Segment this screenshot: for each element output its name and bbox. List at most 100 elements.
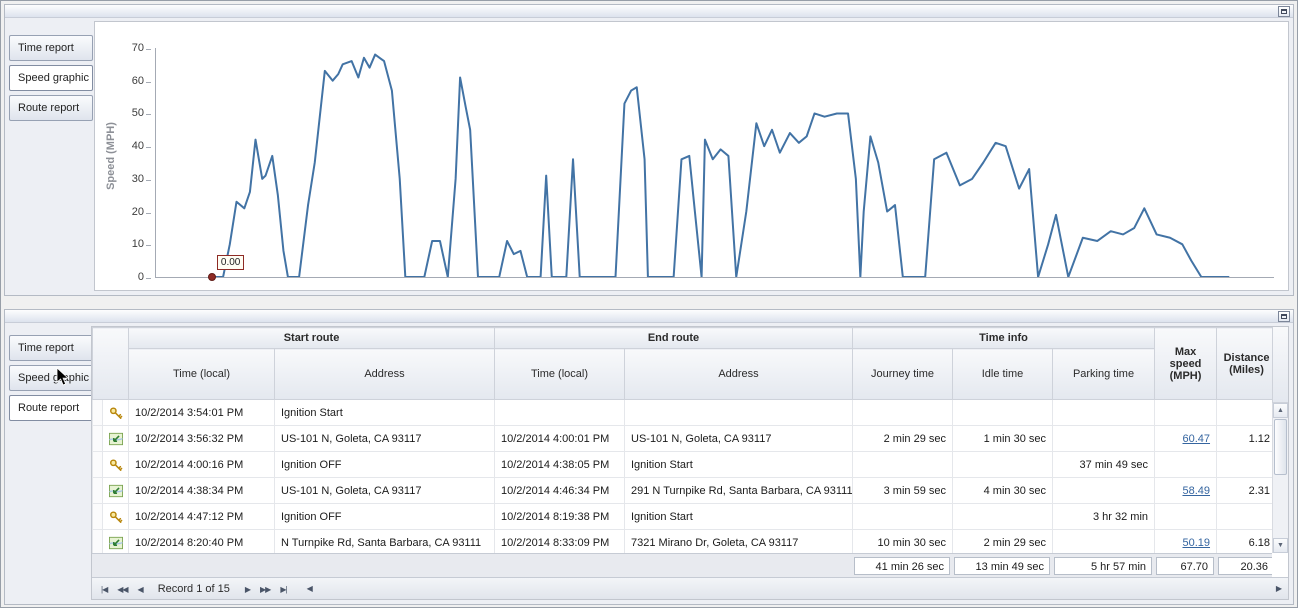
grid-row[interactable]: 10/2/2014 8:20:40 PM N Turnpike Rd, Santa… (92, 529, 1272, 553)
header-max-speed[interactable]: Max speed (MPH) (1154, 327, 1218, 400)
header-parking-time[interactable]: Parking time (1051, 348, 1156, 400)
journey-time-cell: 2 min 29 sec (852, 425, 953, 452)
journey-time-cell (852, 399, 953, 426)
chart-plot-area[interactable]: 70 60 50 40 30 20 10 0 0.00 (132, 42, 1274, 283)
last-record-button[interactable]: ▶| (280, 584, 287, 594)
scroll-down-icon[interactable]: ▼ (1273, 538, 1288, 553)
tab-speed-graphic[interactable]: Speed graphic (9, 65, 93, 91)
tab-route-report[interactable]: Route report (9, 395, 93, 421)
horizontal-scrollbar[interactable] (318, 583, 1271, 595)
end-time-cell: 10/2/2014 8:33:09 PM (494, 529, 625, 553)
route-map-icon (102, 477, 129, 504)
max-speed-cell: 50.19 (1154, 529, 1218, 553)
header-group-end-route[interactable]: End route (494, 327, 853, 349)
prev-record-button[interactable]: ◀ (137, 584, 144, 594)
max-speed-cell: 58.49 (1154, 477, 1218, 504)
start-time-cell: 10/2/2014 4:38:34 PM (128, 477, 275, 504)
header-start-address[interactable]: Address (274, 348, 495, 400)
distance-cell: 6.18 (1216, 529, 1272, 553)
grid-row[interactable]: 10/2/2014 4:38:34 PM US-101 N, Goleta, CA… (92, 477, 1272, 504)
y-axis-ticks: 70 60 50 40 30 20 10 0 (120, 42, 151, 283)
ignition-key-icon (102, 451, 129, 478)
panel-titlebar (5, 310, 1293, 323)
first-record-button[interactable]: |◀ (101, 584, 108, 594)
ignition-key-icon (102, 399, 129, 426)
collapse-rect-icon (1281, 9, 1287, 14)
header-distance[interactable]: Distance (Miles) (1216, 327, 1272, 400)
start-address-cell: US-101 N, Goleta, CA 93117 (274, 477, 495, 504)
collapse-panel-icon[interactable] (1278, 311, 1290, 322)
header-start-time[interactable]: Time (local) (128, 348, 275, 400)
hscroll-right-icon[interactable]: ▶ (1275, 584, 1282, 593)
distance-cell (1216, 399, 1272, 426)
tooltip-value-label: 0.00 (216, 255, 245, 270)
prev-page-button[interactable]: ◀◀ (117, 584, 128, 594)
y-tick-label: 0 (114, 271, 151, 283)
hscroll-left-icon[interactable]: ◀ (306, 584, 313, 593)
header-blank (92, 327, 129, 400)
tab-time-report[interactable]: Time report (9, 335, 93, 361)
grid-row[interactable]: 10/2/2014 3:56:32 PM US-101 N, Goleta, CA… (92, 425, 1272, 452)
grid-row[interactable]: 10/2/2014 4:00:16 PM Ignition OFF 10/2/201… (92, 451, 1272, 478)
end-time-cell (494, 399, 625, 426)
scrollbar-header-corner (1272, 327, 1288, 403)
grid-row[interactable]: 10/2/2014 3:54:01 PM Ignition Start (92, 399, 1272, 426)
start-address-cell: Ignition Start (274, 399, 495, 426)
max-speed-cell (1154, 399, 1218, 426)
route-map-icon (102, 529, 129, 553)
parking-time-cell (1051, 399, 1156, 426)
end-time-cell: 10/2/2014 4:38:05 PM (494, 451, 625, 478)
start-time-cell: 10/2/2014 4:47:12 PM (128, 503, 275, 530)
collapse-panel-icon[interactable] (1278, 6, 1290, 17)
header-group-time-info[interactable]: Time info (851, 327, 1156, 349)
scroll-up-icon[interactable]: ▲ (1273, 403, 1288, 418)
next-page-button[interactable]: ▶▶ (260, 584, 271, 594)
next-record-button[interactable]: ▶ (244, 584, 251, 594)
tab-route-report[interactable]: Route report (9, 95, 93, 121)
distance-cell (1216, 451, 1272, 478)
route-table: Start route End route Time info Max spee… (92, 327, 1272, 553)
max-speed-link[interactable]: 60.47 (1182, 432, 1211, 445)
start-time-cell: 10/2/2014 3:56:32 PM (128, 425, 275, 452)
journey-time-cell (852, 503, 953, 530)
tab-speed-graphic[interactable]: Speed graphic (9, 365, 93, 391)
summary-blank (92, 554, 852, 577)
header-end-time[interactable]: Time (local) (494, 348, 625, 400)
end-address-cell: 291 N Turnpike Rd, Santa Barbara, CA 931… (624, 477, 853, 504)
max-speed-link[interactable]: 50.19 (1182, 536, 1211, 549)
y-tick-label: 70 (114, 42, 151, 54)
summary-max-speed: 67.70 (1156, 556, 1215, 575)
route-report-grid: Start route End route Time info Max spee… (91, 326, 1289, 600)
header-journey-time[interactable]: Journey time (852, 348, 953, 400)
grid-row[interactable]: 10/2/2014 4:47:12 PM Ignition OFF 10/2/201… (92, 503, 1272, 530)
row-indicator (92, 451, 103, 478)
speed-line-series (156, 48, 1274, 277)
idle-time-cell (952, 503, 1053, 530)
end-time-cell: 10/2/2014 4:46:34 PM (494, 477, 625, 504)
header-end-address[interactable]: Address (624, 348, 853, 400)
y-tick-label: 20 (114, 206, 151, 218)
panel-titlebar (5, 5, 1293, 18)
max-speed-link[interactable]: 58.49 (1182, 484, 1211, 497)
max-speed-cell (1154, 451, 1218, 478)
parking-time-cell (1051, 529, 1156, 553)
summary-journey-time: 41 min 26 sec (854, 556, 951, 575)
idle-time-cell: 1 min 30 sec (952, 425, 1053, 452)
distance-cell (1216, 503, 1272, 530)
max-speed-cell (1154, 503, 1218, 530)
route-map-icon (102, 425, 129, 452)
idle-time-cell (952, 399, 1053, 426)
row-indicator (92, 477, 103, 504)
tab-time-report[interactable]: Time report (9, 35, 93, 61)
header-idle-time[interactable]: Idle time (952, 348, 1053, 400)
start-address-cell: N Turnpike Rd, Santa Barbara, CA 93111 (274, 529, 495, 553)
nav-buttons-left: |◀ ◀◀ ◀ (96, 583, 148, 595)
journey-time-cell: 10 min 30 sec (852, 529, 953, 553)
row-indicator (92, 425, 103, 452)
grid-viewport: Start route End route Time info Max spee… (92, 327, 1272, 553)
scrollbar-thumb[interactable] (1274, 419, 1287, 475)
vertical-scrollbar[interactable]: ▲ ▼ (1272, 403, 1288, 553)
parking-time-cell: 3 hr 32 min (1051, 503, 1156, 530)
header-group-start-route[interactable]: Start route (128, 327, 495, 349)
